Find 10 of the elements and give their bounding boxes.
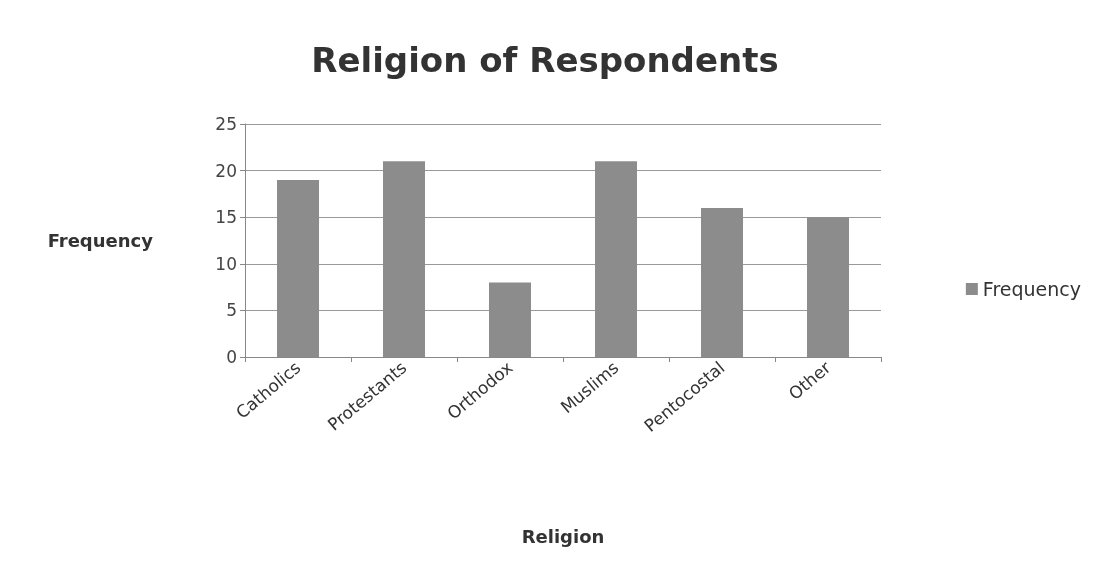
y-tick-label: 20	[215, 160, 237, 181]
y-axis-title: Frequency	[47, 230, 154, 251]
legend-label: Frequency	[982, 278, 1081, 300]
y-tick-label: 25	[215, 114, 237, 134]
x-axis-title: Religion	[521, 525, 605, 547]
chart-title: Religion of Respondents	[311, 40, 779, 80]
y-tick-label: 5	[226, 300, 237, 321]
y-tick-label: 15	[215, 207, 237, 228]
y-tick-label: 10	[215, 253, 237, 274]
y-tick-label: 0	[226, 347, 237, 367]
